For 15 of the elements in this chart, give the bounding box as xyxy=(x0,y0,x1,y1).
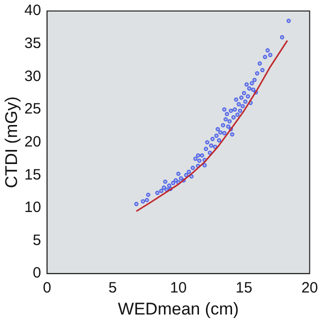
x-tick-label: 15 xyxy=(236,280,252,297)
y-axis-title: CTDI (mGy) xyxy=(2,96,21,188)
y-tick-label: 5 xyxy=(32,232,42,249)
x-tick-label: 20 xyxy=(301,280,318,297)
y-tick-label: 20 xyxy=(24,133,42,150)
y-tick-label: 40 xyxy=(24,2,42,20)
x-axis-title: WEDmean (cm) xyxy=(118,299,239,318)
y-tick-label: 30 xyxy=(24,68,42,85)
x-tick-label: 10 xyxy=(170,280,187,297)
y-tick-label: 35 xyxy=(24,34,42,52)
y-tick-label: 10 xyxy=(24,199,42,216)
x-tick-label: 5 xyxy=(108,280,117,297)
y-tick-label: 0 xyxy=(32,264,42,282)
y-tick-label: 25 xyxy=(24,100,42,118)
y-tick-label: 15 xyxy=(24,166,42,184)
